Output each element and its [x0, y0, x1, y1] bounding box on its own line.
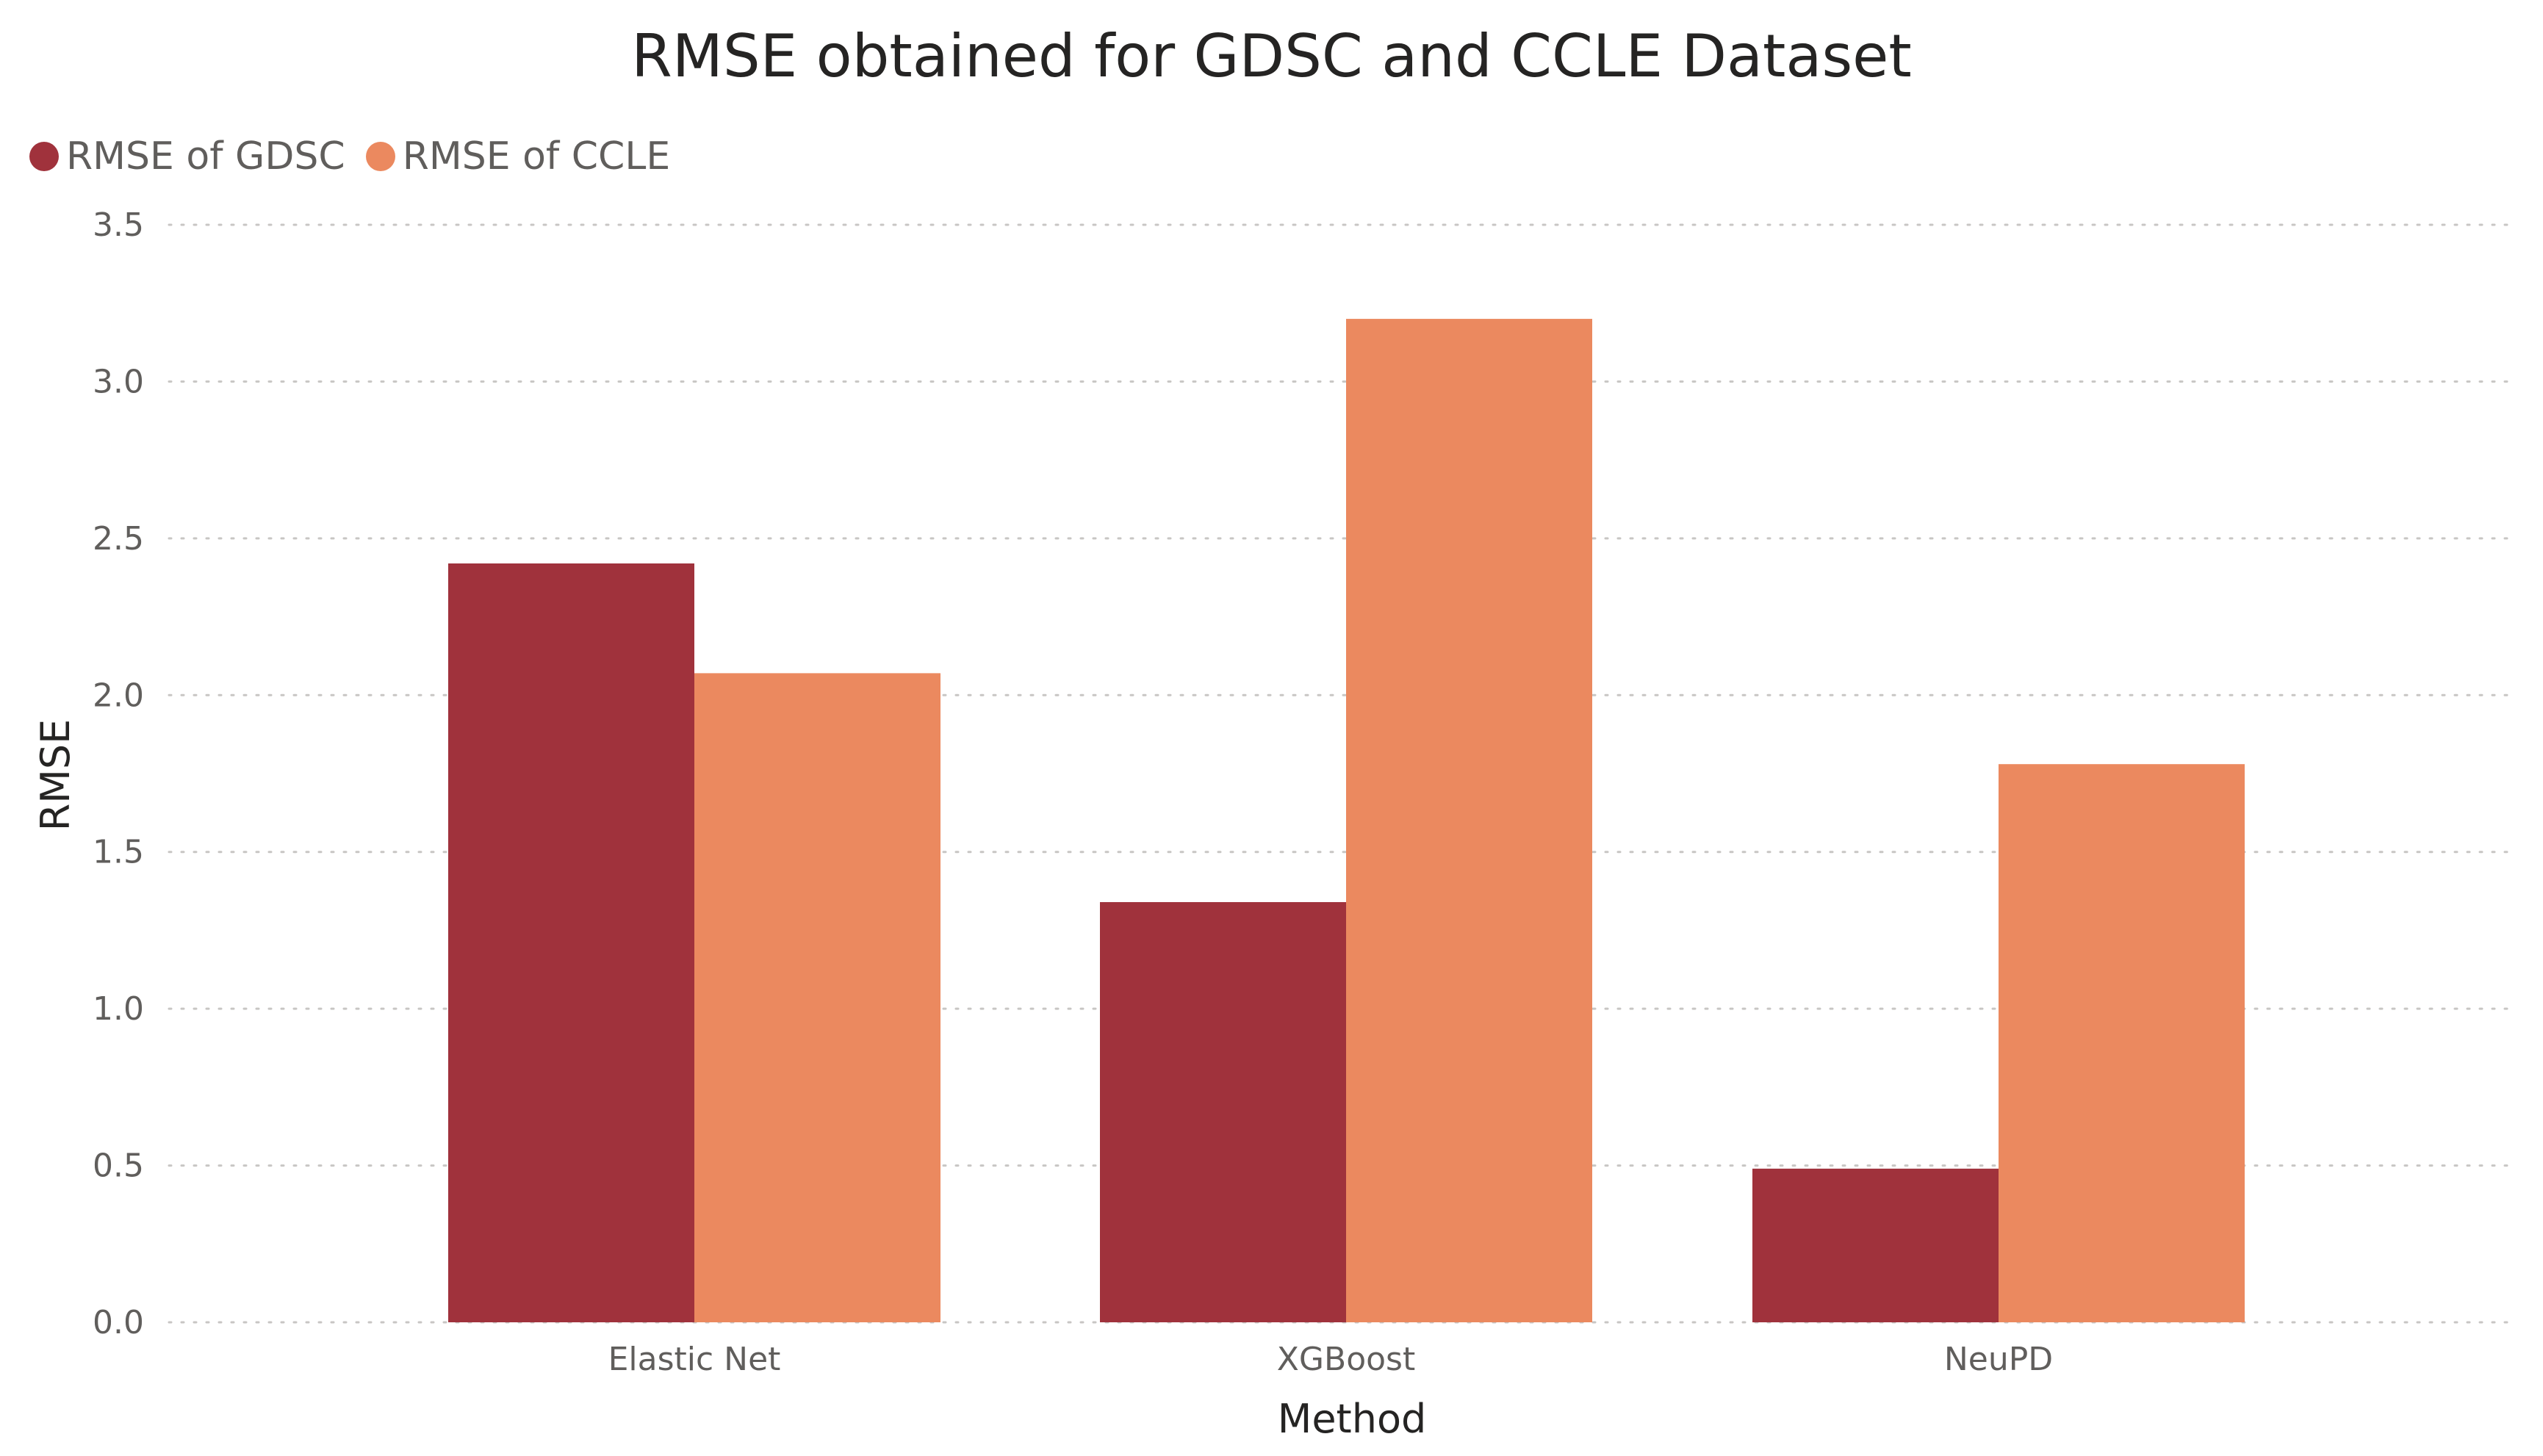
y-tick-label: 2.5 — [93, 520, 144, 558]
y-tick-label: 1.0 — [93, 990, 144, 1028]
chart-title: RMSE obtained for GDSC and CCLE Dataset — [631, 22, 1912, 90]
y-tick-label: 3.5 — [93, 206, 144, 244]
y-tick-label: 1.5 — [93, 834, 144, 871]
bar-gdsc-neupd[interactable] — [1752, 1168, 1999, 1322]
y-tick-label: 0.5 — [93, 1147, 144, 1185]
bar-ccle-xgboost[interactable] — [1346, 319, 1592, 1322]
y-axis-ticks: 0.0 0.5 1.0 1.5 2.0 2.5 3.0 3.5 — [93, 206, 144, 1341]
bars — [448, 319, 2245, 1322]
legend-marker-ccle — [365, 142, 395, 171]
x-tick-label: XGBoost — [1277, 1341, 1415, 1378]
y-tick-label: 0.0 — [93, 1304, 144, 1341]
bar-ccle-neupd[interactable] — [1999, 764, 2245, 1322]
y-tick-label: 2.0 — [93, 677, 144, 714]
legend-label-ccle: RMSE of CCLE — [402, 134, 671, 179]
x-axis-ticks: Elastic Net XGBoost NeuPD — [608, 1341, 2054, 1378]
bar-ccle-elastic-net[interactable] — [694, 673, 940, 1322]
bar-gdsc-xgboost[interactable] — [1100, 902, 1346, 1322]
y-axis-title: RMSE — [32, 719, 79, 832]
legend-label-gdsc: RMSE of GDSC — [66, 134, 345, 179]
x-tick-label: Elastic Net — [608, 1341, 781, 1378]
y-tick-label: 3.0 — [93, 363, 144, 400]
legend-marker-gdsc — [29, 142, 59, 171]
x-tick-label: NeuPD — [1944, 1341, 2053, 1378]
legend-item-gdsc[interactable]: RMSE of GDSC — [29, 134, 345, 179]
bar-gdsc-elastic-net[interactable] — [448, 563, 694, 1322]
legend: RMSE of GDSC RMSE of CCLE — [29, 123, 691, 190]
legend-item-ccle[interactable]: RMSE of CCLE — [365, 134, 671, 179]
x-axis-title: Method — [1278, 1396, 1427, 1442]
